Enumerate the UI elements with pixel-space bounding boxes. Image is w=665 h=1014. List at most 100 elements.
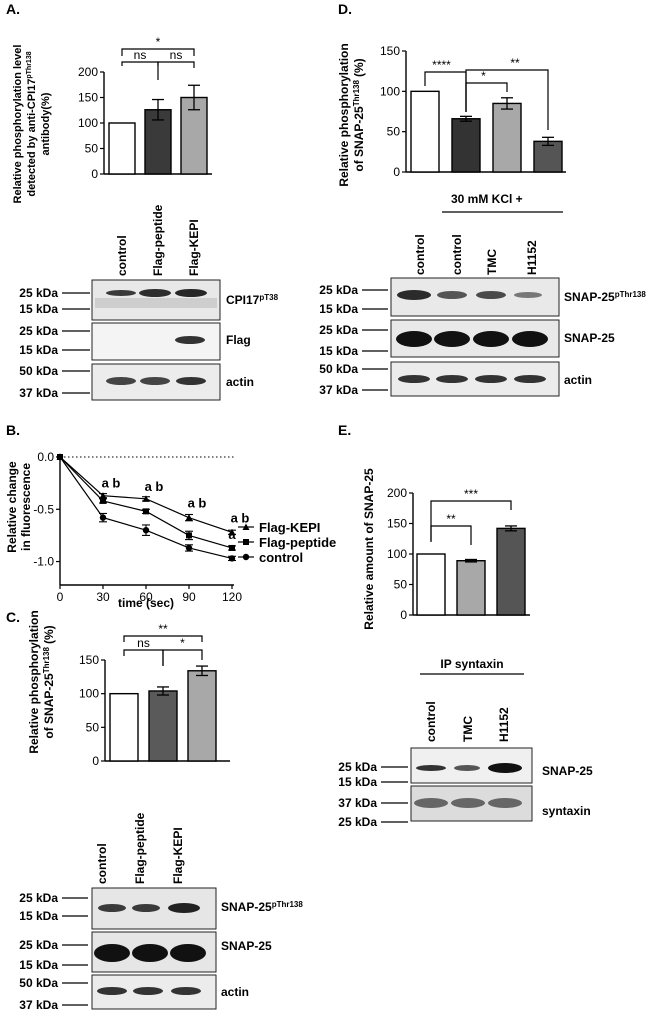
panel-d-bar: [410, 90, 440, 173]
panel-d-blots: 25 kDa 15 kDa 25 kDa 15 kDa 50 kDa 37 kDa SNAP…: [319, 277, 646, 397]
panel-c-ytick-label: 150: [79, 653, 99, 667]
panel-a-mw-label: 37 kDa: [19, 386, 58, 400]
panel-c-actin-band: [171, 987, 201, 995]
panel-a-actin-band: [176, 377, 206, 385]
panel-d-ytick-label: 150: [380, 44, 400, 58]
panel-b: B. Relative change in fluorescence 0.0 -0…: [5, 422, 336, 610]
panel-c-lane-labels: control Flag-peptide Flag-KEPI: [95, 812, 185, 884]
panel-d-snap-band: [473, 331, 509, 347]
panel-c-mw-label: 50 kDa: [19, 976, 58, 990]
panel-c-mw-label: 25 kDa: [19, 891, 58, 905]
panel-a-blots: 25 kDa 15 kDa 25 kDa 15 kDa 50 kDa 37 kDa CPI1…: [19, 279, 279, 401]
panel-d-kcl-label: 30 mM KCl +: [451, 192, 523, 206]
panel-c-bar: [187, 670, 217, 762]
panel-d-ylabel-line2: of SNAP-25Thr138(%): [352, 58, 366, 171]
panel-a-cpi17-band: [175, 289, 207, 297]
panel-e-mw-label: 25 kDa: [338, 760, 377, 774]
panel-c-sig-label: ns: [137, 636, 150, 650]
panel-c-sig-bracket: [123, 635, 203, 642]
panel-d-actin-band: [475, 375, 507, 383]
panel-d-mw-label: 25 kDa: [319, 283, 358, 297]
panel-a-mw-label: 15 kDa: [19, 302, 58, 316]
panel-b-legend-label: Flag-peptide: [259, 535, 336, 550]
panel-a-ytick-label: 50: [85, 142, 99, 156]
panel-b-xlabel: time (sec): [118, 596, 174, 610]
panel-e-sig-bracket: [430, 525, 472, 545]
panel-d-mw-label: 15 kDa: [319, 344, 358, 358]
panel-a-ytick-label: 0: [91, 167, 98, 181]
panel-b-series-circle-point: [185, 544, 193, 552]
panel-a-ytick-label: 150: [78, 91, 98, 105]
panel-b-legend-label: Flag-KEPI: [259, 520, 320, 535]
panel-c-ylabel-line1: Relative phosphorylation: [27, 610, 41, 753]
panel-e-mw-label: 37 kDa: [338, 796, 377, 810]
panel-c-snap-band: [94, 944, 130, 962]
panel-d-mw-label: 25 kDa: [319, 323, 358, 337]
panel-d: D. Relative phosphorylation of SNAP-25Th…: [319, 1, 646, 397]
panel-d-bar: [492, 102, 522, 173]
panel-c-mw-label: 15 kDa: [19, 958, 58, 972]
panel-e-syntaxin-band: [451, 798, 485, 808]
panel-c-letter: C.: [6, 609, 20, 625]
panel-e-sig-bracket: [430, 500, 512, 542]
panel-d-sig-label: *: [481, 69, 486, 83]
panel-e-letter: E.: [338, 422, 351, 438]
panel-b-ylabel: Relative change in fluorescence: [5, 461, 33, 553]
panel-b-xtick-label: 30: [96, 590, 110, 604]
panel-e-ytick-label: 0: [400, 608, 407, 622]
panel-e-ytick-label: 100: [387, 547, 407, 561]
panel-b-letter: B.: [6, 422, 20, 438]
panel-c-chart: 0 50 100 150 ** ns *: [79, 622, 230, 768]
panel-a-cpi17-label: CPI17pT38: [226, 293, 279, 307]
panel-c-lane-label: Flag-KEPI: [171, 827, 185, 884]
panel-d-actin-band: [514, 375, 546, 383]
panel-b-series-circle-point: [228, 555, 236, 562]
panel-b-ytick-label: -1.0: [33, 555, 54, 569]
panel-e-bar: [416, 553, 446, 616]
panel-a-letter: A.: [6, 1, 20, 17]
panel-c-sig-label: **: [158, 622, 168, 636]
panel-b-annotation: a: [228, 527, 236, 542]
panel-d-lane-label: control: [413, 234, 427, 275]
panel-c-ytick-label: 50: [86, 720, 100, 734]
panel-a-bar: [108, 122, 136, 175]
panel-d-mw-label: 15 kDa: [319, 302, 358, 316]
panel-b-series-triangle-point: [185, 514, 193, 521]
panel-a-mw-label: 25 kDa: [19, 324, 58, 338]
panel-e-sig-label: **: [446, 512, 456, 526]
panel-a-lane-label: control: [115, 235, 129, 276]
panel-e-ytick-label: 150: [387, 517, 407, 531]
panel-c-ytick-label: 100: [79, 687, 99, 701]
panel-c-sig-bracket: [162, 649, 203, 666]
panel-c-sig-label: *: [180, 636, 185, 650]
panel-e-bar: [456, 560, 486, 616]
panel-d-sig-label: **: [510, 56, 520, 70]
panel-a-ylabel-line1: Relative phosphorylation level: [12, 45, 24, 204]
panel-b-series-circle-point: [142, 526, 150, 534]
panel-b-series-circle-point: [56, 453, 64, 461]
panel-d-snap-label: SNAP-25: [564, 331, 615, 345]
panel-a-chart: 0 50 100 150 200 * ns ns: [78, 35, 212, 181]
panel-c-psnap-band: [98, 904, 126, 912]
panel-e-mw-label: 15 kDa: [338, 775, 377, 789]
panel-e-syntaxin-band: [414, 798, 448, 808]
panel-c-snap-band: [170, 944, 206, 962]
panel-a-cpi17-band: [139, 289, 171, 297]
panel-d-psnap-band: [514, 292, 542, 298]
panel-a-sig-label: *: [156, 35, 161, 49]
panel-a-ytick-label: 200: [78, 65, 98, 79]
panel-c-mw-label: 37 kDa: [19, 998, 58, 1012]
panel-a-cpi17-smear: [95, 298, 217, 308]
panel-c-bar: [109, 692, 139, 762]
panel-b-ytick-label: 0.0: [37, 450, 54, 464]
panel-e-snap-label: SNAP-25: [542, 764, 593, 778]
panel-a: A. Relative phosphorylation level detect…: [6, 1, 279, 401]
panel-b-ylabel-line1: Relative change: [5, 461, 19, 553]
panel-e-snap-band: [416, 765, 446, 771]
panel-b-chart: 0.0 -0.5 -1.0 0 30 60 90 120 Flag-KEPIFlag-pepti…: [33, 450, 336, 604]
panel-e-lane-label: TMC: [461, 716, 475, 742]
panel-b-series-square-point: [229, 544, 235, 551]
panel-d-ytick-label: 100: [380, 84, 400, 98]
